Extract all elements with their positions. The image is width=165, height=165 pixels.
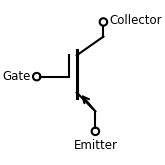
Text: Collector: Collector bbox=[110, 14, 162, 27]
Text: Gate: Gate bbox=[2, 70, 30, 83]
Text: Emitter: Emitter bbox=[73, 139, 117, 152]
